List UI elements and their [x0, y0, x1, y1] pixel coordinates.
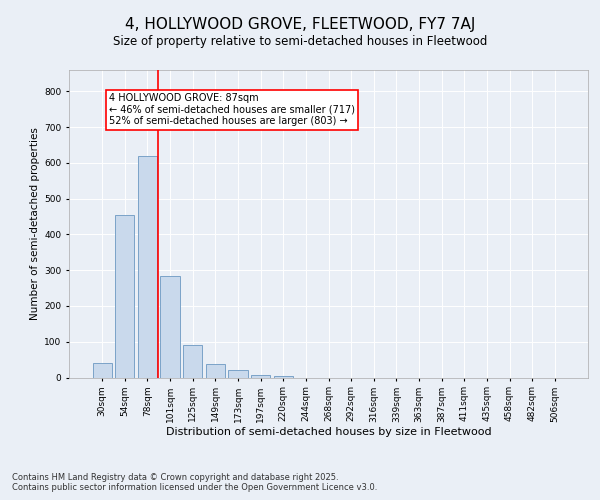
Text: Contains HM Land Registry data © Crown copyright and database right 2025.
Contai: Contains HM Land Registry data © Crown c…	[12, 472, 377, 492]
Text: 4 HOLLYWOOD GROVE: 87sqm
← 46% of semi-detached houses are smaller (717)
52% of : 4 HOLLYWOOD GROVE: 87sqm ← 46% of semi-d…	[109, 93, 355, 126]
Bar	[160, 276, 180, 378]
X-axis label: Distribution of semi-detached houses by size in Fleetwood: Distribution of semi-detached houses by …	[166, 427, 491, 437]
Bar	[274, 376, 293, 378]
Y-axis label: Number of semi-detached properties: Number of semi-detached properties	[30, 128, 40, 320]
Bar	[115, 215, 134, 378]
Bar	[92, 363, 112, 378]
Bar	[229, 370, 248, 378]
Text: 4, HOLLYWOOD GROVE, FLEETWOOD, FY7 7AJ: 4, HOLLYWOOD GROVE, FLEETWOOD, FY7 7AJ	[125, 18, 475, 32]
Bar	[206, 364, 225, 378]
Bar	[183, 346, 202, 378]
Bar	[251, 374, 270, 378]
Text: Size of property relative to semi-detached houses in Fleetwood: Size of property relative to semi-detach…	[113, 35, 487, 48]
Bar	[138, 156, 157, 378]
